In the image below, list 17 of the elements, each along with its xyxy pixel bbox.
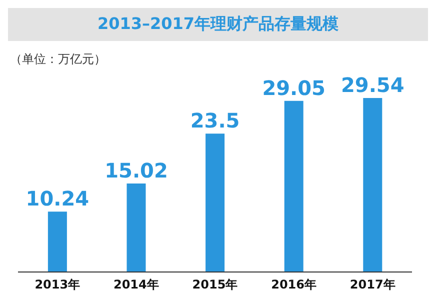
- bar: [48, 212, 67, 272]
- bar: [206, 134, 225, 272]
- chart-subtitle: （单位：万亿元）: [10, 51, 107, 68]
- bar: [126, 184, 146, 272]
- x-tick-label: 2016年: [271, 278, 317, 292]
- data-label: 10.24: [26, 186, 90, 211]
- data-label: 29.05: [262, 76, 326, 100]
- data-label: 29.54: [341, 73, 404, 97]
- x-tick-label: 2017年: [350, 278, 396, 292]
- x-tick-label: 2015年: [192, 278, 238, 292]
- chart-title: 2013–2017年理财产品存量规模: [8, 8, 428, 41]
- bar: [363, 98, 382, 272]
- x-tick-label: 2013年: [34, 278, 80, 292]
- data-label: 23.5: [190, 108, 240, 133]
- x-tick-label: 2014年: [113, 278, 159, 292]
- bar: [284, 100, 304, 272]
- data-label: 15.02: [104, 158, 168, 183]
